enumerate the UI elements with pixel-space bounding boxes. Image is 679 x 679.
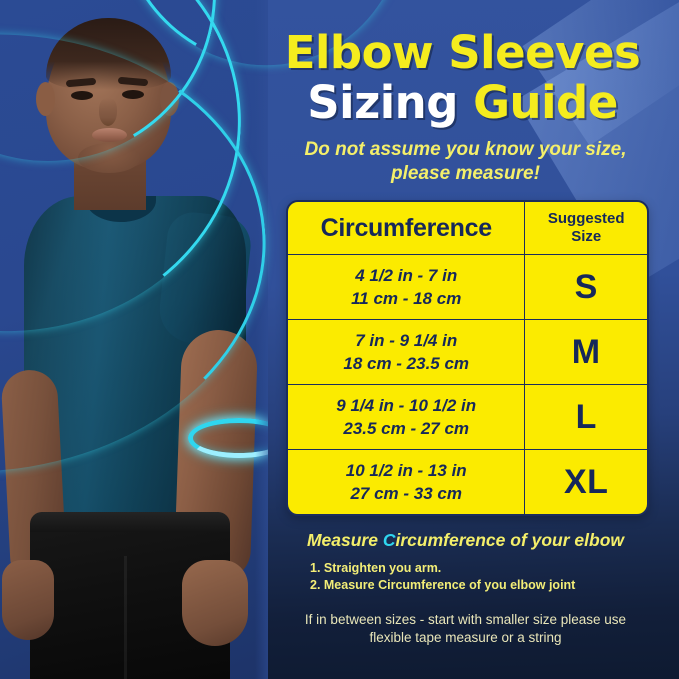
- range-inches: 10 1/2 in - 13 in: [345, 461, 467, 480]
- table-row: 7 in - 9 1/4 in 18 cm - 23.5 cm M: [288, 319, 647, 385]
- model-ear-right: [160, 82, 179, 116]
- range-cm: 23.5 cm - 27 cm: [343, 419, 470, 438]
- range-inches: 4 1/2 in - 7 in: [355, 266, 458, 285]
- cell-suggested-size: S: [524, 254, 647, 320]
- range-cm: 27 cm - 33 cm: [350, 484, 462, 503]
- title-line-2-sizing: Sizing: [307, 76, 458, 129]
- between-sizes-note: If in between sizes - start with smaller…: [274, 611, 657, 647]
- subtitle: Do not assume you know your size, please…: [252, 138, 679, 186]
- measure-instructions-heading: Measure Circumference of your elbow: [260, 530, 671, 551]
- sizing-table-container: Circumference Suggested Size 4 1/2 in - …: [286, 200, 649, 516]
- range-cm: 11 cm - 18 cm: [351, 289, 462, 308]
- measure-heading-post: ircumference of your elbow: [395, 530, 625, 550]
- table-row: 4 1/2 in - 7 in 11 cm - 18 cm S: [288, 254, 647, 320]
- elbow-measurement-ring-highlight: [188, 418, 268, 458]
- list-item: 2. Measure Circumference of you elbow jo…: [310, 578, 576, 592]
- model-ear-left: [36, 82, 55, 116]
- note-line-2: flexible tape measure or a string: [369, 630, 562, 645]
- subtitle-line-2: please measure!: [391, 163, 540, 184]
- header-suggested-size: Suggested Size: [524, 202, 647, 255]
- range-inches: 7 in - 9 1/4 in: [355, 331, 458, 350]
- cell-suggested-size: M: [524, 319, 647, 385]
- title-line-1: Elbow Sleeves: [284, 26, 641, 79]
- cell-circumference-range: 9 1/4 in - 10 1/2 in 23.5 cm - 27 cm: [288, 384, 526, 450]
- cell-suggested-size: XL: [524, 449, 647, 514]
- measure-heading-pre: Measure: [306, 530, 383, 550]
- measure-heading-accent-letter: C: [382, 530, 396, 550]
- model-chin: [78, 143, 140, 173]
- page-title: Elbow Sleeves Sizing Guide: [252, 0, 679, 128]
- model-hand-left: [2, 560, 54, 640]
- model-hand-right: [182, 560, 248, 646]
- table-row: 10 1/2 in - 13 in 27 cm - 33 cm XL: [288, 449, 647, 514]
- header-circumference: Circumference: [288, 202, 526, 255]
- cell-circumference-range: 7 in - 9 1/4 in 18 cm - 23.5 cm: [288, 319, 526, 385]
- cell-circumference-range: 10 1/2 in - 13 in 27 cm - 33 cm: [288, 449, 526, 514]
- model-photo: [0, 0, 268, 679]
- model-eye-left: [71, 91, 93, 100]
- cell-suggested-size: L: [524, 384, 647, 450]
- range-inches: 9 1/4 in - 10 1/2 in: [336, 396, 477, 415]
- table-row: 9 1/4 in - 10 1/2 in 23.5 cm - 27 cm L: [288, 384, 647, 450]
- measure-steps-list: 1. Straighten you arm. 2. Measure Circum…: [252, 560, 679, 594]
- range-cm: 18 cm - 23.5 cm: [343, 354, 470, 373]
- title-line-2-guide: Guide: [473, 76, 618, 129]
- sizing-table: Circumference Suggested Size 4 1/2 in - …: [288, 202, 647, 514]
- sizing-table-head: Circumference Suggested Size: [288, 202, 647, 255]
- note-line-1: If in between sizes - start with smaller…: [304, 612, 627, 627]
- list-item: 1. Straighten you arm.: [310, 561, 442, 575]
- shorts-waistband: [30, 512, 230, 532]
- model-eye-right: [122, 90, 144, 99]
- header-suggested-size-line2: Size: [571, 228, 602, 245]
- shorts-seam: [124, 556, 127, 679]
- sizing-table-body: 4 1/2 in - 7 in 11 cm - 18 cm S 7 in - 9…: [288, 254, 647, 514]
- content-column: Elbow Sleeves Sizing Guide Do not assume…: [252, 0, 679, 679]
- table-header-row: Circumference Suggested Size: [288, 202, 647, 255]
- photo-edge-fade: [255, 0, 268, 679]
- cell-circumference-range: 4 1/2 in - 7 in 11 cm - 18 cm: [288, 254, 526, 320]
- model-lips: [92, 128, 127, 142]
- subtitle-line-1: Do not assume you know your size,: [304, 139, 627, 160]
- header-suggested-size-line1: Suggested: [547, 210, 625, 227]
- model-nose: [99, 98, 117, 126]
